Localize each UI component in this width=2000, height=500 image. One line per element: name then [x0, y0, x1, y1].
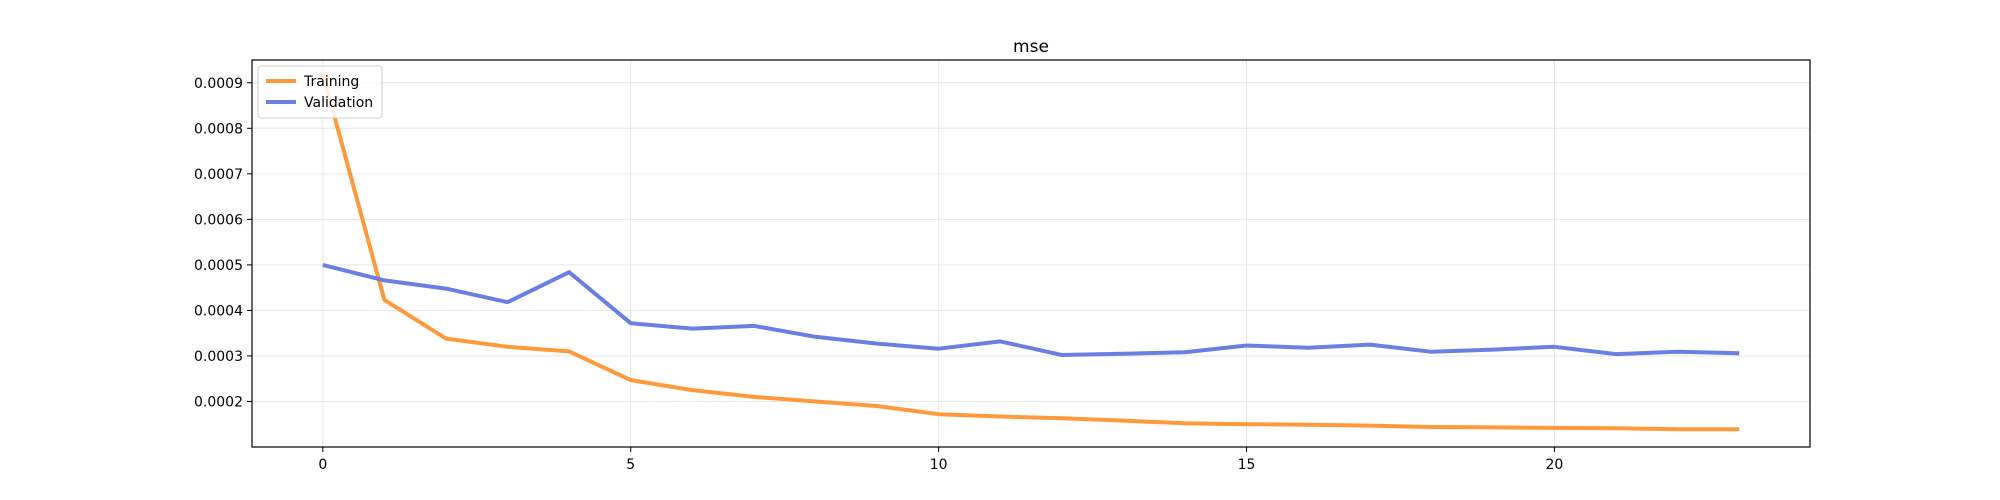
x-tick-label: 5: [626, 457, 635, 473]
y-tick-label: 0.0004: [194, 303, 243, 319]
x-tick-label: 20: [1546, 457, 1564, 473]
chart-title: mse: [1013, 37, 1049, 57]
y-tick-label: 0.0008: [194, 121, 243, 137]
x-tick-label: 10: [930, 457, 948, 473]
plot-frame: [251, 59, 1811, 448]
series-line-training: [320, 73, 1740, 432]
tick-layer: 0 5 10 15 20 0.0002 0.0003 0.0004 0.0005 0.0006 0.…: [194, 76, 1563, 473]
y-tick-label: 0.0005: [194, 258, 243, 274]
x-tick-label: 15: [1238, 457, 1256, 473]
y-tick-label: 0.0003: [194, 349, 243, 365]
series-line-validation: [322, 262, 1740, 357]
x-tick-label: 0: [318, 457, 327, 473]
series-layer: [320, 73, 1740, 432]
legend-label: Training: [303, 74, 359, 90]
grid-layer: [252, 60, 1810, 447]
legend: Training Validation: [257, 65, 383, 119]
y-tick-label: 0.0007: [194, 167, 243, 183]
legend-label: Validation: [304, 95, 373, 111]
y-tick-label: 0.0006: [194, 212, 243, 228]
y-tick-label: 0.0009: [194, 76, 243, 92]
y-tick-label: 0.0002: [194, 394, 243, 410]
